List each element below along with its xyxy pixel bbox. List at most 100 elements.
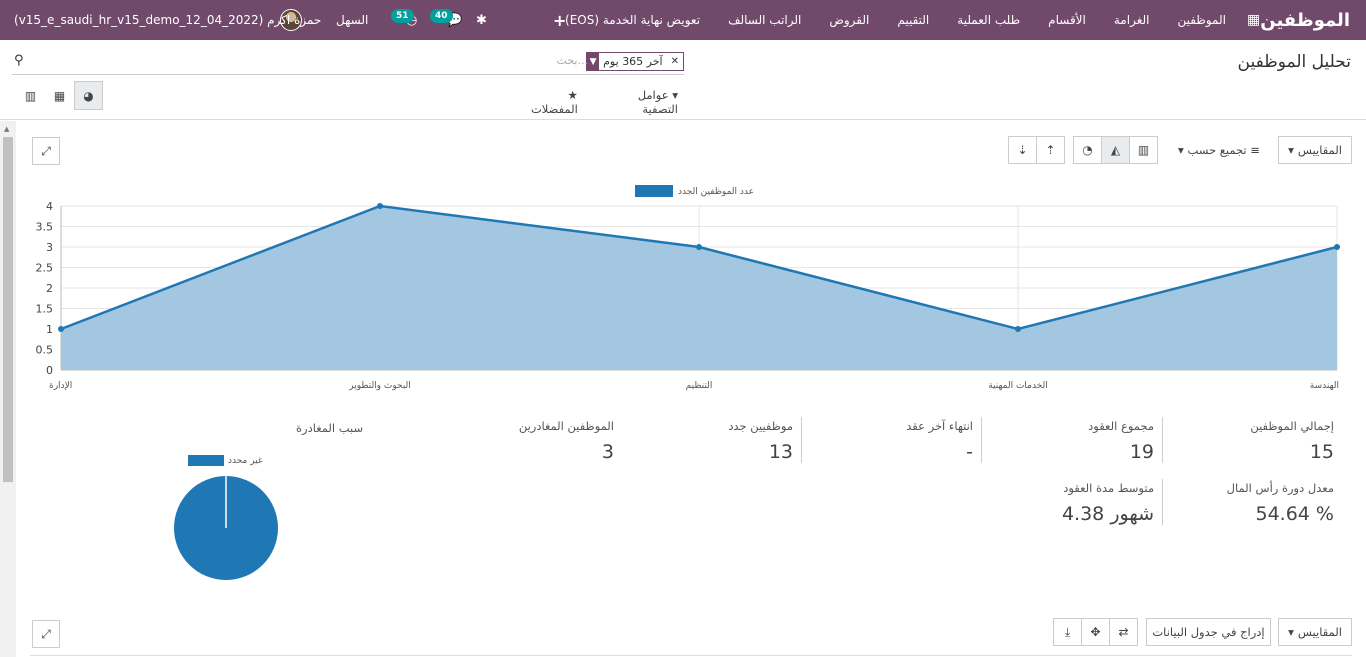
pie-chart-title: سبب المغادرة <box>296 421 364 435</box>
legend[interactable]: غير محدد <box>188 455 263 466</box>
favorites-dropdown[interactable]: ★ المفضلات <box>530 88 578 116</box>
y-tick-label: 0 <box>46 364 53 377</box>
user-menu[interactable]: حمزة اكرم (v15_e_saudi_hr_v15_demo_12_04… <box>14 13 322 27</box>
scroll-thumb[interactable] <box>3 137 13 482</box>
search-input[interactable]: بحث... <box>556 54 588 67</box>
y-tick-label: 4 <box>46 200 53 213</box>
dashboard-icon: ◕ <box>83 88 94 103</box>
facet-remove-icon[interactable]: ✕ <box>670 56 679 67</box>
dashboard-view-button[interactable]: ◕ <box>74 81 103 110</box>
pivot-toolbar: ⤓ ✥ ⇄ <box>1053 618 1138 646</box>
facet-value: آخر 365 يوم <box>603 55 663 68</box>
caret-down-icon: ▾ <box>1288 625 1294 639</box>
kpi-total-employees: إجمالي الموظفين 15 <box>1250 419 1334 463</box>
legend[interactable]: عدد الموظفين الجدد <box>635 185 754 197</box>
menu-process-request[interactable]: طلب العملية <box>957 13 1021 27</box>
avatar[interactable] <box>280 0 302 40</box>
bar-chart-button[interactable]: ▥ <box>1129 136 1158 164</box>
y-tick-label: 3 <box>46 241 53 254</box>
legend-swatch <box>188 455 224 466</box>
menu-departments[interactable]: الأقسام <box>1048 13 1086 27</box>
sort-desc-icon: ⇣ <box>1017 143 1028 157</box>
arrows-move-icon: ✥ <box>1090 625 1101 639</box>
menu-loans[interactable]: القروض <box>829 13 870 27</box>
menu-advance-salary[interactable]: الراتب السالف <box>728 13 802 27</box>
line-chart-button[interactable]: ◭ <box>1101 136 1130 164</box>
area-chart-icon: ◭ <box>1110 143 1121 157</box>
expand-all-button[interactable]: ✥ <box>1081 618 1110 646</box>
app-title[interactable]: الموظفين <box>1260 9 1350 31</box>
data-point <box>1334 244 1340 250</box>
y-axis: 0 0.5 1 1.5 2 2.5 3 3.5 4 <box>36 200 54 377</box>
divider <box>30 655 1352 656</box>
scroll-up-arrow-icon[interactable]: ▲ <box>4 125 10 133</box>
company-switcher[interactable]: السهل <box>336 13 369 27</box>
y-tick-label: 2 <box>46 282 53 295</box>
sort-asc-button[interactable]: ⇡ <box>1036 136 1065 164</box>
filters-dropdown[interactable]: ▾ عوامل التصفية <box>637 88 678 116</box>
graph-view-button[interactable]: ▥ <box>16 81 45 110</box>
kpi-new-employees: موظفيين جدد 13 <box>632 417 802 463</box>
y-tick-label: 2.5 <box>36 262 54 275</box>
view-switcher: ▥ ▦ ◕ <box>16 81 103 110</box>
star-icon: ★ <box>567 88 578 102</box>
sort-desc-button[interactable]: ⇣ <box>1008 136 1037 164</box>
data-point <box>1015 326 1021 332</box>
bar-chart-icon: ▥ <box>24 88 37 103</box>
top-navbar: ▦ الموظفين الموظفين الغرامة الأقسام طلب … <box>0 0 1366 40</box>
exchange-icon: ⇄ <box>1118 625 1129 639</box>
download-button[interactable]: ⤓ <box>1053 618 1082 646</box>
y-tick-label: 3.5 <box>36 221 54 234</box>
search-facet[interactable]: ▼ آخر 365 يوم ✕ <box>586 52 684 71</box>
legend-swatch <box>635 185 673 197</box>
measures-dropdown[interactable]: المقاييس ▾ <box>1278 136 1352 164</box>
pie-slices <box>174 476 278 580</box>
scrollbar[interactable]: ▲ <box>0 121 16 657</box>
plus-icon[interactable]: + <box>553 10 567 30</box>
control-panel: تحليل الموظفين ⚲ ▼ آخر 365 يوم ✕ بحث... … <box>0 40 1366 120</box>
series-points <box>58 203 1340 332</box>
table-icon: ▦ <box>53 88 66 103</box>
dashboard-content: ▲ ⤢ ⇣ ⇡ ◔ ◭ ▥ ≡ تجميع حسب ▾ المقاييس ▾ 0… <box>0 121 1366 657</box>
activities-badge: 51 <box>391 9 414 23</box>
data-point <box>696 244 702 250</box>
legend-label: عدد الموظفين الجدد <box>678 187 754 197</box>
menu-penalty[interactable]: الغرامة <box>1113 13 1150 27</box>
x-tick-label: التنظيم <box>686 381 713 391</box>
search-bar[interactable]: ⚲ ▼ آخر 365 يوم ✕ بحث... <box>12 49 684 75</box>
list-icon: ≡ <box>1250 143 1260 157</box>
app-title-group[interactable]: ▦ الموظفين <box>1237 0 1350 40</box>
expand-icon: ⤢ <box>41 143 51 158</box>
expand-button-2[interactable]: ⤢ <box>32 620 60 648</box>
insert-spreadsheet-button[interactable]: إدراج في جدول البيانات <box>1146 618 1271 646</box>
pie-chart-button[interactable]: ◔ <box>1073 136 1102 164</box>
kpi-departed-employees: الموظفين المغادرين 3 <box>518 419 614 463</box>
apps-grid-icon[interactable]: ▦ <box>1247 12 1261 28</box>
sort-asc-icon: ⇡ <box>1045 143 1056 157</box>
download-icon: ⤓ <box>1064 624 1071 639</box>
expand-button[interactable]: ⤢ <box>32 137 60 165</box>
group-by-dropdown[interactable]: ≡ تجميع حسب ▾ <box>1178 143 1260 157</box>
menu-eos[interactable]: تعويض نهاية الخدمة (EOS) <box>565 13 701 27</box>
caret-down-icon: ▾ <box>1178 143 1184 157</box>
bar-chart-icon: ▥ <box>1137 143 1150 157</box>
measures-dropdown-2[interactable]: المقاييس ▾ <box>1278 618 1352 646</box>
bug-icon[interactable]: ✱ <box>476 12 487 28</box>
kpi-total-contracts: مجموع العقود 19 <box>993 417 1163 463</box>
sort-toolbar: ⇣ ⇡ <box>1008 136 1065 164</box>
y-tick-label: 0.5 <box>36 344 54 357</box>
x-tick-label: الخدمات المهنية <box>988 381 1048 391</box>
page-title: تحليل الموظفين <box>1237 52 1351 72</box>
kpi-avg-contract-duration: متوسط مدة العقود 4.38 شهور <box>993 479 1163 525</box>
y-tick-label: 1 <box>46 323 53 336</box>
flip-axis-button[interactable]: ⇄ <box>1109 618 1138 646</box>
search-icon[interactable]: ⚲ <box>14 53 24 68</box>
funnel-icon: ▾ <box>672 88 678 102</box>
data-point <box>377 203 383 209</box>
menu-appraisal[interactable]: التقييم <box>897 13 930 27</box>
x-tick-label: البحوث والتطوير <box>348 381 411 391</box>
x-tick-label: الهندسة <box>1310 381 1339 391</box>
expand-icon: ⤢ <box>41 626 51 641</box>
pivot-view-button[interactable]: ▦ <box>45 81 74 110</box>
menu-employees[interactable]: الموظفين <box>1177 13 1226 27</box>
